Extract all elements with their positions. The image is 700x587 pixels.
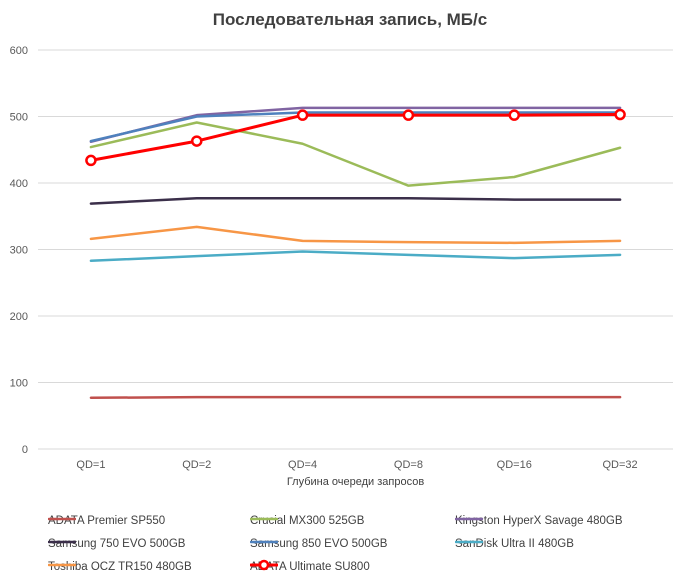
y-tick-label: 0 (22, 444, 28, 456)
y-tick-label: 600 (10, 45, 28, 57)
legend-label: Samsung 850 EVO 500GB (250, 538, 388, 550)
legend-swatch (48, 517, 76, 521)
series-line-7 (89, 113, 622, 162)
legend-swatch (48, 563, 76, 567)
y-tick-label: 500 (10, 112, 28, 124)
legend-label: SanDisk Ultra II 480GB (455, 538, 574, 550)
legend-item: Toshiba OCZ TR150 480GB (48, 558, 192, 576)
y-tick-label: 100 (10, 378, 28, 390)
series-line-0 (89, 395, 622, 400)
data-point (296, 109, 309, 121)
y-tick-label: 400 (10, 178, 28, 190)
x-tick-label: QD=32 (602, 459, 637, 471)
series-line-6 (89, 225, 622, 245)
legend-label: ADATA Premier SP550 (48, 515, 166, 527)
x-tick-label: QD=16 (497, 459, 532, 471)
legend-swatch (250, 540, 278, 544)
x-tick-label: QD=1 (76, 459, 105, 471)
legend-item: ADATA Premier SP550 (48, 512, 165, 530)
x-tick-label: QD=4 (288, 459, 317, 471)
series-line-5 (89, 250, 622, 263)
y-tick-label: 300 (10, 245, 28, 257)
y-tick-label: 200 (10, 311, 28, 323)
legend-swatch (250, 559, 278, 571)
x-tick-label: QD=8 (394, 459, 423, 471)
legend-item: SanDisk Ultra II 480GB (455, 535, 574, 553)
legend-label: ADATA Ultimate SU800 (250, 561, 370, 573)
legend: ADATA Premier SP550 Crucial MX300 525GB Ki… (0, 508, 700, 587)
legend-swatch (455, 540, 483, 544)
plot-area: 0 100 200 300 400 500 600 QD=1 QD=2 QD=4 QD=8 QD=16… (10, 45, 673, 488)
legend-swatch (48, 540, 76, 544)
legend-label: Crucial MX300 525GB (250, 515, 365, 527)
data-point (508, 109, 520, 121)
legend-swatch (250, 517, 278, 521)
chart-title: Последовательная запись, МБ/с (212, 10, 488, 29)
legend-item: Samsung 750 EVO 500GB (48, 535, 185, 553)
legend-label: Kingston HyperX Savage 480GB (455, 515, 623, 527)
legend-item: Crucial MX300 525GB (250, 512, 364, 530)
series-line-3 (89, 197, 622, 205)
x-axis-title: Глубина очереди запросов (287, 476, 425, 488)
data-point (85, 154, 97, 167)
data-point (191, 135, 203, 147)
legend-swatch (455, 517, 483, 521)
series-line-4 (89, 111, 622, 143)
data-point (614, 108, 626, 121)
legend-item: Samsung 850 EVO 500GB (250, 535, 387, 553)
x-tick-label: QD=2 (182, 459, 211, 471)
legend-item: ADATA Ultimate SU800 (250, 558, 370, 576)
legend-label: Samsung 750 EVO 500GB (48, 538, 186, 550)
legend-label: Toshiba OCZ TR150 480GB (48, 561, 192, 573)
legend-item: Kingston HyperX Savage 480GB (455, 512, 623, 530)
data-point (402, 109, 415, 121)
series-line-1 (89, 121, 622, 187)
